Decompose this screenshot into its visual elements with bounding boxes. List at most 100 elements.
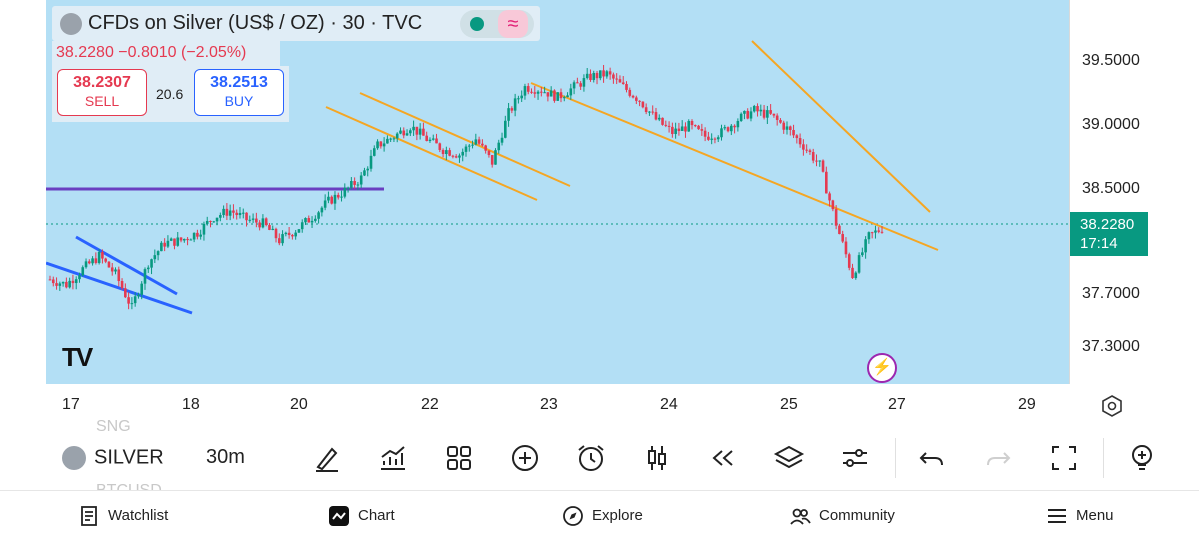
buy-price: 38.2513 — [210, 74, 268, 91]
nav-explore[interactable]: Explore — [562, 505, 643, 527]
candle-body — [359, 175, 363, 185]
undo-icon[interactable] — [915, 441, 949, 475]
price-label: 38.5000 — [1082, 180, 1140, 197]
candle-body — [235, 212, 239, 216]
candle-body — [281, 234, 284, 244]
candle-body — [153, 255, 157, 260]
time-label: 29 — [1018, 396, 1036, 413]
candles-group — [48, 64, 884, 310]
nav-chart[interactable]: Chart — [328, 505, 395, 527]
candle-body — [317, 212, 320, 219]
trendline-2 — [325, 106, 538, 201]
candle-body — [310, 220, 314, 223]
candle-body — [677, 128, 681, 131]
sell-button[interactable]: 38.2307 SELL — [57, 69, 147, 116]
drawing-pen-icon[interactable] — [310, 441, 344, 475]
candle-body — [314, 218, 317, 221]
buy-button[interactable]: 38.2513 BUY — [194, 69, 284, 116]
replay-icon[interactable] — [706, 441, 740, 475]
candle-body — [330, 196, 334, 204]
symbol-next[interactable]: BTCUSD — [96, 482, 162, 490]
bar-countdown: 17:14 — [1080, 235, 1118, 252]
candle-body — [684, 126, 687, 132]
candle-body — [595, 72, 599, 79]
candle-body — [549, 90, 553, 97]
interval-selector[interactable]: 30m — [206, 446, 245, 468]
menu-icon — [1048, 509, 1066, 523]
candle-body — [448, 150, 451, 156]
candle-body — [811, 152, 815, 161]
candle-body — [635, 97, 638, 101]
candle-body — [356, 184, 360, 186]
symbol-legend[interactable]: CFDs on Silver (US$ / OZ) · 30 · TVC ≈ — [52, 6, 540, 41]
candle-body — [756, 106, 759, 112]
candle-body — [730, 125, 733, 132]
legend-title: CFDs on Silver (US$ / OZ) · 30 · TVC — [88, 12, 423, 34]
candle-body — [65, 281, 68, 288]
alarm-clock-icon[interactable] — [574, 441, 608, 475]
lightning-icon[interactable]: ⚡ — [867, 353, 897, 383]
time-label: 18 — [182, 396, 200, 413]
candlestick-icon[interactable] — [640, 441, 674, 475]
candle-body — [61, 281, 65, 284]
indicators-icon[interactable] — [376, 441, 410, 475]
layout-grid-icon[interactable] — [442, 441, 476, 475]
wave-icon[interactable]: ≈ — [498, 10, 528, 38]
nav-community[interactable]: Community — [789, 505, 895, 527]
candle-body — [186, 238, 189, 241]
idea-bulb-icon[interactable] — [1125, 441, 1159, 475]
candle-body — [248, 219, 252, 221]
time-axis[interactable]: 17 18 20 22 23 24 25 27 29 — [0, 384, 1199, 426]
candle-body — [228, 210, 232, 216]
candle-body — [874, 230, 877, 233]
candle-body — [124, 288, 127, 298]
fullscreen-icon[interactable] — [1047, 441, 1081, 475]
symbol-prev[interactable]: SNG — [96, 418, 131, 435]
candle-body — [143, 269, 147, 284]
candle-body — [474, 139, 478, 145]
market-status-toggle[interactable]: ≈ — [460, 10, 534, 38]
candle-body — [504, 120, 507, 138]
time-label: 17 — [62, 396, 80, 413]
candle-body — [526, 86, 530, 92]
candle-body — [608, 71, 612, 75]
hexagon-gear-icon[interactable] — [1100, 394, 1124, 418]
nav-menu[interactable]: Menu — [1046, 505, 1114, 527]
candle-body — [733, 125, 736, 128]
candle-body — [389, 138, 392, 140]
price-chart[interactable] — [45, 0, 1069, 384]
candle-body — [156, 251, 160, 256]
candle-body — [759, 109, 763, 112]
candle-body — [766, 110, 769, 118]
candle-body — [402, 130, 406, 136]
candle-body — [490, 155, 494, 165]
candle-body — [828, 193, 831, 201]
settings-sliders-icon[interactable] — [838, 441, 872, 475]
candle-body — [782, 122, 786, 130]
candle-body — [602, 70, 605, 77]
price-axis[interactable]: 39.5000 39.0000 38.5000 37.7000 37.3000 … — [1069, 0, 1199, 384]
symbol-name: SILVER — [94, 446, 164, 469]
candle-body — [137, 294, 140, 297]
redo-icon[interactable] — [981, 441, 1015, 475]
symbol-selector[interactable]: SILVER — [62, 446, 164, 470]
candle-body — [431, 138, 435, 140]
candle-body — [576, 82, 579, 84]
candle-body — [327, 196, 330, 201]
candle-body — [445, 150, 448, 155]
candle-body — [464, 146, 468, 152]
candle-body — [762, 109, 766, 118]
candle-body — [297, 229, 301, 233]
candle-body — [657, 117, 661, 120]
candle-body — [517, 98, 520, 100]
layers-icon[interactable] — [772, 441, 806, 475]
candle-body — [425, 135, 428, 141]
add-circle-icon[interactable] — [508, 441, 542, 475]
candle-body — [664, 124, 668, 126]
candle-body — [785, 126, 789, 130]
nav-watchlist[interactable]: Watchlist — [78, 505, 168, 527]
time-label: 24 — [660, 396, 678, 413]
toolbar-divider — [895, 438, 896, 478]
candle-body — [821, 160, 825, 172]
candle-body — [163, 242, 166, 247]
